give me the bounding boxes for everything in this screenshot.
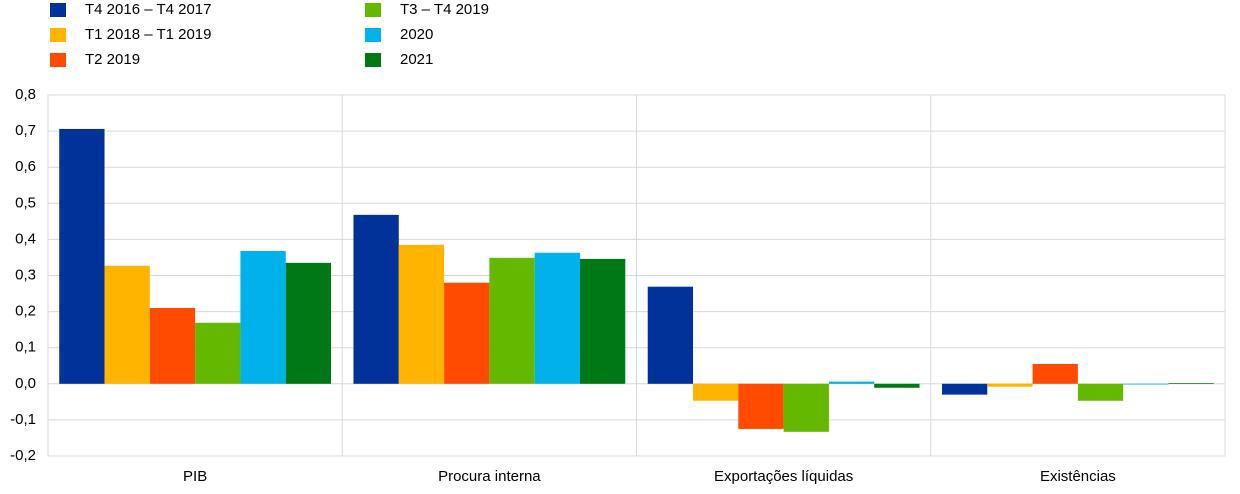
bar <box>783 383 829 432</box>
bar <box>149 307 196 384</box>
y-tick-label: 0,6 <box>15 158 36 175</box>
bar <box>195 322 241 384</box>
y-tick-label: 0,5 <box>15 194 36 211</box>
legend-swatch <box>365 28 381 42</box>
y-tick-label: 0,2 <box>15 303 36 320</box>
y-tick-label: -0,2 <box>10 447 36 464</box>
y-tick-label: 0,4 <box>15 230 36 247</box>
plot-border <box>47 94 1226 457</box>
legend-label: T1 2018 – T1 2019 <box>85 26 212 43</box>
x-tick-label: Procura interna <box>438 468 541 485</box>
legend-label: T4 2016 – T4 2017 <box>85 1 212 18</box>
legend-label: 2021 <box>400 51 433 68</box>
x-tick-label: Exportações líquidas <box>714 468 853 485</box>
legend-label: T3 – T4 2019 <box>400 1 489 18</box>
bar <box>1168 383 1214 384</box>
bar <box>828 381 875 384</box>
bar <box>59 128 105 384</box>
legend-label: T2 2019 <box>85 51 140 68</box>
legend-swatch <box>50 3 66 17</box>
y-tick-label: 0,8 <box>15 86 36 103</box>
y-tick-label: 0,1 <box>15 339 36 356</box>
legend-swatch <box>365 3 381 17</box>
bar <box>1032 363 1078 384</box>
bar <box>240 250 286 384</box>
y-tick-label: 0,7 <box>15 122 36 139</box>
y-tick-label: -0,1 <box>10 411 36 428</box>
bar <box>534 252 580 384</box>
bar <box>1077 383 1124 401</box>
bar <box>104 265 150 384</box>
legend-swatch <box>50 28 66 42</box>
bar <box>579 258 626 384</box>
bar <box>285 262 332 384</box>
bar <box>941 383 988 395</box>
bar <box>1123 383 1169 385</box>
bar <box>874 383 920 388</box>
y-tick-label: 0,3 <box>15 266 36 283</box>
bar <box>489 257 535 384</box>
bar <box>444 282 490 384</box>
y-tick-label: 0,0 <box>15 375 36 392</box>
bar <box>353 214 399 384</box>
legend-swatch <box>365 53 381 67</box>
x-tick-label: Existências <box>1040 468 1116 485</box>
bar <box>987 383 1033 387</box>
legend-label: 2020 <box>400 26 433 43</box>
bar <box>647 286 694 384</box>
bar <box>398 244 445 384</box>
x-tick-label: PIB <box>183 468 207 485</box>
bar <box>693 383 739 401</box>
bar <box>738 383 784 429</box>
legend-swatch <box>50 53 66 67</box>
